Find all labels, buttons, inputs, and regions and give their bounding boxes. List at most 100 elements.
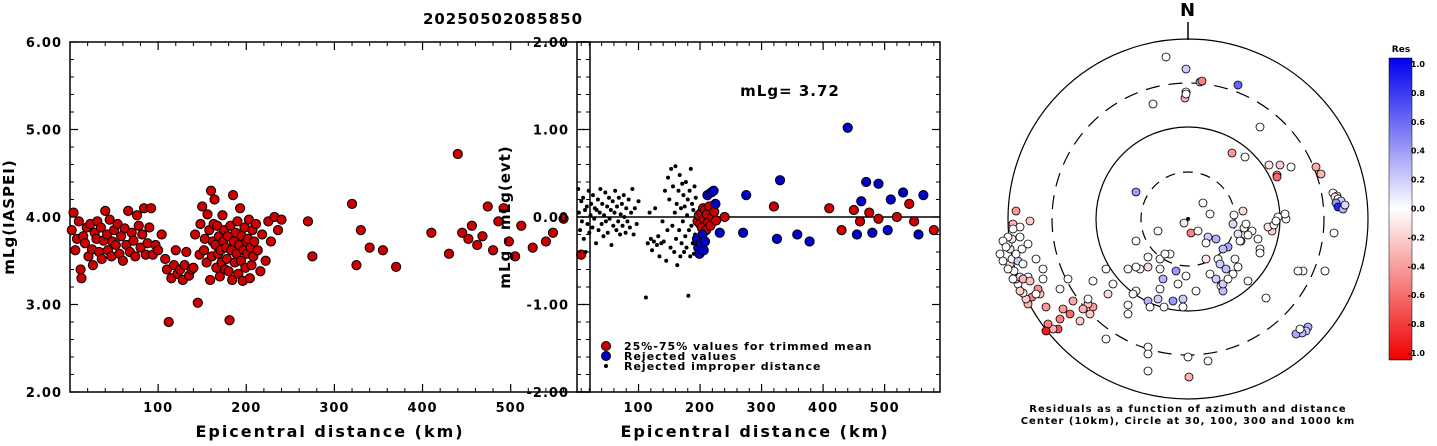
trimmed-mean-point [909, 216, 920, 227]
improper-distance-point [672, 210, 677, 215]
residual-point [1025, 216, 1035, 226]
residual-point [1168, 296, 1178, 306]
data-point [364, 242, 375, 253]
data-point [79, 238, 91, 249]
rejected-point [918, 190, 929, 201]
residual-point [1235, 236, 1245, 246]
residual-point [1041, 302, 1051, 312]
residual-point [1158, 274, 1168, 284]
improper-distance-point [605, 230, 610, 235]
colorbar-tick-label: 0.4 [1411, 147, 1426, 156]
residual-point [1103, 289, 1113, 299]
middle-x-tick-label: 100 [623, 401, 653, 416]
residual-point [1211, 274, 1221, 284]
residual-point [1018, 259, 1028, 269]
improper-distance-point [669, 166, 674, 171]
trimmed-mean-point [854, 216, 866, 227]
improper-distance-point [618, 232, 623, 237]
improper-distance-point [590, 193, 595, 198]
residual-point [1329, 228, 1339, 238]
residual-point [1230, 254, 1240, 264]
middle-y-tick-label: 2.00 [533, 36, 569, 51]
improper-distance-point [614, 228, 619, 233]
improper-distance-point [666, 175, 671, 180]
colorbar-tick-label: -0.6 [1408, 291, 1426, 300]
residual-point [1243, 230, 1253, 240]
residual-point [1023, 239, 1033, 249]
data-point [160, 253, 171, 265]
data-point [95, 222, 106, 233]
residual-point [1101, 264, 1111, 274]
rejected-point [856, 196, 867, 207]
polar-caption-1: Residuals as a function of azimuth and d… [1029, 404, 1346, 415]
residual-point [1271, 216, 1281, 226]
improper-distance-point [595, 197, 600, 202]
middle-x-tick-label: 200 [685, 401, 715, 416]
improper-distance-point [686, 293, 691, 298]
residual-point [1128, 289, 1138, 299]
rejected-point [774, 175, 786, 186]
data-point [190, 229, 201, 240]
data-point [131, 210, 143, 221]
trimmed-mean-point [928, 225, 939, 236]
improper-distance-point [687, 188, 692, 193]
middle-panel: 100 200 300 400 500-2.00-1.000.001.002.00 mL… [496, 36, 941, 441]
residual-point [1008, 224, 1018, 234]
rejected-point [792, 229, 803, 240]
colorbar: Res 1.0 0.8 0.6 0.4 0.2 0.0 -0.2 -0.4 -0.6 -0.8 -1… [1388, 45, 1426, 361]
data-point [257, 229, 268, 240]
rejected-point [708, 185, 719, 196]
colorbar-tick-label: -0.8 [1408, 320, 1426, 329]
data-point [170, 245, 181, 256]
ring-1000km [1007, 38, 1369, 400]
rejected-point [842, 122, 853, 133]
residual-point [1161, 52, 1171, 62]
left-y-axis-label: mLg(IASPEI) [0, 159, 18, 274]
improper-distance-point [605, 204, 610, 209]
data-point [558, 213, 569, 224]
improper-distance-point [586, 188, 591, 193]
improper-distance-point [594, 208, 599, 212]
improper-distance-point [668, 245, 673, 250]
left-x-axis-label: Epicentral distance (km) [195, 422, 464, 441]
residual-point [1311, 162, 1321, 172]
residual-point [1201, 238, 1211, 248]
residual-point [1001, 242, 1011, 252]
improper-distance-point [607, 216, 612, 221]
improper-distance-point [664, 258, 669, 263]
residual-point [1088, 276, 1098, 286]
improper-distance-point [647, 210, 652, 215]
residual-point [1295, 324, 1305, 334]
data-point [144, 222, 155, 233]
data-point [249, 236, 260, 247]
trimmed-mean-point [719, 211, 730, 223]
improper-distance-point [590, 225, 595, 230]
residual-point [998, 256, 1008, 266]
residual-point [1015, 286, 1025, 296]
colorbar-title: Res [1392, 45, 1410, 55]
trimmed-mean-point [824, 203, 835, 214]
data-point [443, 248, 455, 259]
residual-point [1131, 187, 1141, 197]
residual-point [1078, 304, 1088, 314]
residual-point [1025, 276, 1035, 286]
residual-point [1055, 284, 1065, 294]
residual-point [1031, 289, 1041, 299]
data-point [130, 251, 141, 262]
improper-distance-point [643, 295, 648, 300]
data-point [163, 316, 174, 328]
data-point [346, 198, 358, 209]
improper-distance-point [606, 195, 611, 200]
rejected-point [882, 225, 893, 236]
improper-distance-point [631, 232, 636, 237]
middle-y-tick-label: 0.00 [533, 211, 569, 226]
polar-caption-2: Center (10km), Circle at 30, 100, 300 an… [1021, 416, 1356, 427]
rejected-point [913, 229, 924, 240]
improper-distance-point [626, 197, 631, 202]
improper-distance-point [656, 234, 661, 239]
residual-point [1227, 148, 1237, 158]
residual-point [1131, 262, 1141, 272]
rejected-point [897, 187, 909, 198]
improper-distance-point [692, 184, 697, 189]
mlg-annotation: mLg= 3.72 [740, 82, 840, 100]
